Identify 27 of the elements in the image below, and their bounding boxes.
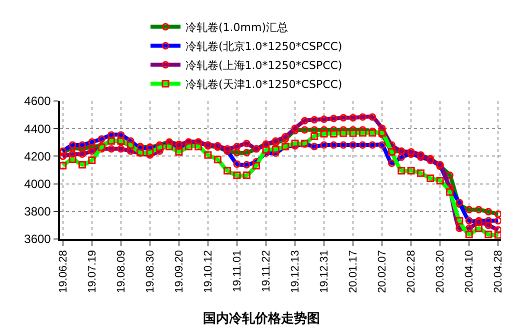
x-tick-label: 19.12.13 — [290, 250, 302, 293]
x-tick-label: 20.02.28 — [406, 250, 418, 293]
x-tick-label: 19.09.20 — [174, 250, 186, 293]
x-tick-label: 19.12.31 — [318, 250, 331, 293]
legend-label: 冷轧卷(1.0mm)汇总 — [186, 21, 288, 34]
x-tick-label: 19.06.28 — [57, 250, 70, 293]
y-tick-label: 4400 — [24, 122, 52, 136]
y-tick-label: 3800 — [24, 204, 52, 219]
x-tick-label: 20.01.17 — [348, 250, 360, 293]
y-tick-label: 3600 — [24, 232, 52, 246]
y-tick-label: 4600 — [24, 94, 52, 108]
x-tick-label: 19.07.19 — [86, 250, 98, 293]
legend-label: 冷轧卷(上海1.0*1250*CSPCC) — [186, 59, 342, 72]
text: 国内冷轧价格走势图 — [203, 310, 320, 326]
y-tick-label: 4200 — [24, 149, 52, 164]
x-tick-label: 20.03.20 — [434, 250, 447, 293]
legend-label: 冷轧卷(天津1.0*1250*CSPCC) — [186, 78, 342, 92]
x-tick-label: 20.04.10 — [464, 250, 476, 293]
x-tick-label: 19.08.30 — [144, 250, 157, 293]
x-tick-label: 20.02.07 — [376, 250, 389, 293]
x-tick-label: 19.08.09 — [116, 250, 128, 293]
x-tick-label: 20.04.28 — [492, 250, 505, 293]
legend-label: 冷轧卷(北京1.0*1250*CSPCC) — [186, 40, 342, 54]
y-tick-label: 4000 — [24, 177, 52, 191]
x-tick-label: 19.10.12 — [202, 250, 215, 293]
x-tick-label: 19.11.01 — [232, 250, 244, 292]
x-tick-label: 19.11.22 — [260, 250, 273, 292]
